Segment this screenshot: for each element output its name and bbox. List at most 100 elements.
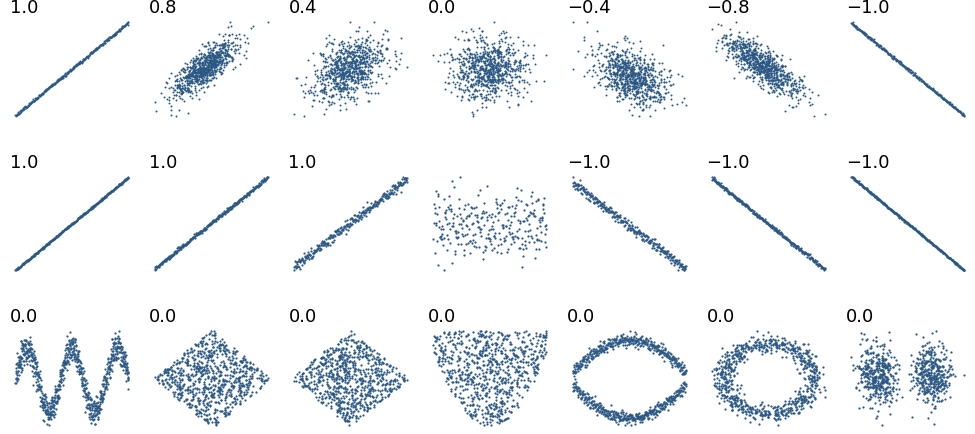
Point (791, 97, 806, 104)
Point (351, 43, 367, 50)
Point (488, 66, 504, 73)
Point (474, 73, 489, 80)
Point (242, 359, 257, 366)
Point (311, 379, 327, 386)
Point (449, 213, 465, 220)
Point (760, 56, 776, 63)
Point (632, 63, 647, 70)
Point (117, 353, 133, 360)
Point (526, 238, 541, 245)
Point (597, 407, 612, 414)
Point (18, 343, 33, 350)
Point (214, 408, 229, 414)
Point (935, 345, 951, 352)
Point (483, 76, 498, 83)
Point (612, 218, 628, 225)
Point (741, 59, 757, 66)
Point (879, 361, 895, 368)
Point (953, 110, 968, 117)
Point (914, 380, 929, 387)
Point (723, 385, 739, 391)
Text: 0.0: 0.0 (845, 309, 874, 326)
Point (628, 71, 644, 78)
Point (48, 78, 63, 85)
Point (183, 57, 199, 64)
Point (464, 378, 480, 385)
Point (463, 59, 479, 66)
Point (167, 378, 182, 385)
Point (350, 343, 366, 350)
Point (914, 380, 929, 387)
Point (753, 65, 768, 72)
Point (194, 62, 210, 69)
Point (201, 348, 216, 355)
Point (359, 355, 374, 362)
Point (216, 54, 232, 61)
Point (349, 216, 365, 223)
Point (808, 383, 824, 390)
Point (163, 363, 178, 370)
Point (196, 415, 212, 422)
Point (613, 333, 629, 340)
Point (57, 357, 72, 364)
Point (20, 347, 35, 354)
Point (656, 248, 672, 255)
Point (566, 370, 581, 377)
Point (487, 412, 502, 419)
Point (351, 59, 367, 66)
Point (727, 350, 743, 357)
Point (629, 414, 644, 421)
Point (794, 245, 809, 252)
Point (796, 249, 811, 256)
Point (34, 245, 50, 252)
Point (241, 191, 256, 198)
Point (328, 59, 343, 66)
Point (805, 360, 821, 367)
Point (499, 332, 515, 339)
Point (502, 58, 518, 65)
Point (102, 366, 118, 373)
Point (608, 411, 624, 418)
Point (86, 47, 101, 54)
Point (872, 197, 887, 204)
Point (795, 84, 810, 91)
Point (512, 358, 527, 365)
Point (591, 404, 606, 411)
Point (603, 70, 618, 77)
Point (34, 91, 50, 98)
Point (601, 336, 616, 343)
Point (206, 56, 221, 63)
Point (605, 411, 621, 418)
Point (102, 35, 118, 42)
Point (566, 179, 582, 186)
Point (628, 334, 644, 341)
Point (528, 368, 544, 375)
Point (213, 341, 228, 348)
Point (617, 80, 633, 87)
Point (215, 63, 231, 70)
Point (876, 376, 891, 383)
Point (604, 49, 619, 56)
Point (60, 344, 76, 351)
Point (577, 188, 593, 195)
Point (911, 228, 926, 235)
Point (758, 55, 773, 62)
Point (235, 358, 251, 365)
Point (949, 260, 964, 267)
Point (338, 392, 354, 399)
Point (626, 334, 642, 341)
Point (589, 405, 604, 412)
Point (586, 400, 602, 407)
Point (342, 59, 358, 66)
Point (347, 37, 363, 44)
Point (456, 55, 472, 62)
Point (747, 46, 762, 53)
Point (606, 79, 622, 85)
Point (332, 407, 348, 414)
Point (193, 68, 209, 75)
Point (332, 362, 347, 369)
Point (362, 379, 377, 386)
Point (470, 338, 486, 345)
Point (239, 194, 254, 201)
Point (120, 20, 136, 27)
